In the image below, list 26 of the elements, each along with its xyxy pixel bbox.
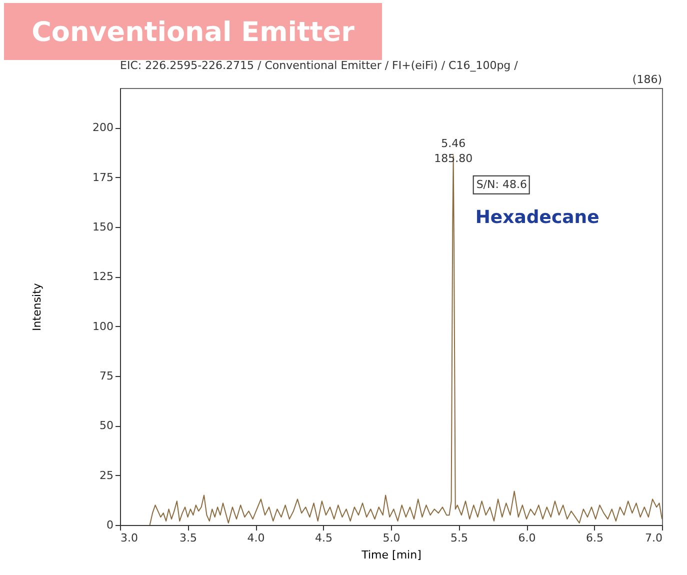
- x-tick-label: 3.5: [180, 532, 197, 544]
- annotation: Hexadecane: [475, 206, 600, 228]
- chart-subtitle: EIC: 226.2595-226.2715 / Conventional Emitter / FI+(eiFi) / C16_100pg /: [120, 59, 518, 72]
- x-tick-label: 6.5: [586, 532, 604, 544]
- x-axis-title: Time [min]: [360, 548, 422, 562]
- x-tick-label: 7.0: [645, 532, 662, 544]
- x-tick-label: 5.0: [382, 532, 400, 544]
- text: (186): [632, 73, 662, 86]
- y-tick-label: 75: [100, 370, 114, 383]
- x-tick-label: 6.0: [518, 532, 536, 544]
- y-tick-label: 175: [92, 170, 114, 184]
- line-series: [149, 155, 662, 526]
- y-tick-label: 100: [92, 320, 114, 333]
- y-tick-label: 150: [92, 220, 114, 234]
- y-tick-label: 0: [106, 518, 114, 532]
- y-axis-title: Intensity: [30, 282, 44, 331]
- y-tick-label: 200: [92, 121, 114, 134]
- y-tick-label: 25: [100, 468, 114, 482]
- annotation: S/N: 48.6: [476, 178, 527, 191]
- y-tick-label: 125: [92, 270, 114, 284]
- x-tick-label: 4.5: [315, 532, 332, 544]
- x-tick-label: 3.0: [120, 532, 138, 544]
- x-tick-label: 5.5: [450, 532, 468, 544]
- chart-title: Conventional Emitter: [32, 17, 354, 48]
- x-tick-label: 4.0: [247, 532, 265, 544]
- y-tick-label: 50: [100, 419, 114, 432]
